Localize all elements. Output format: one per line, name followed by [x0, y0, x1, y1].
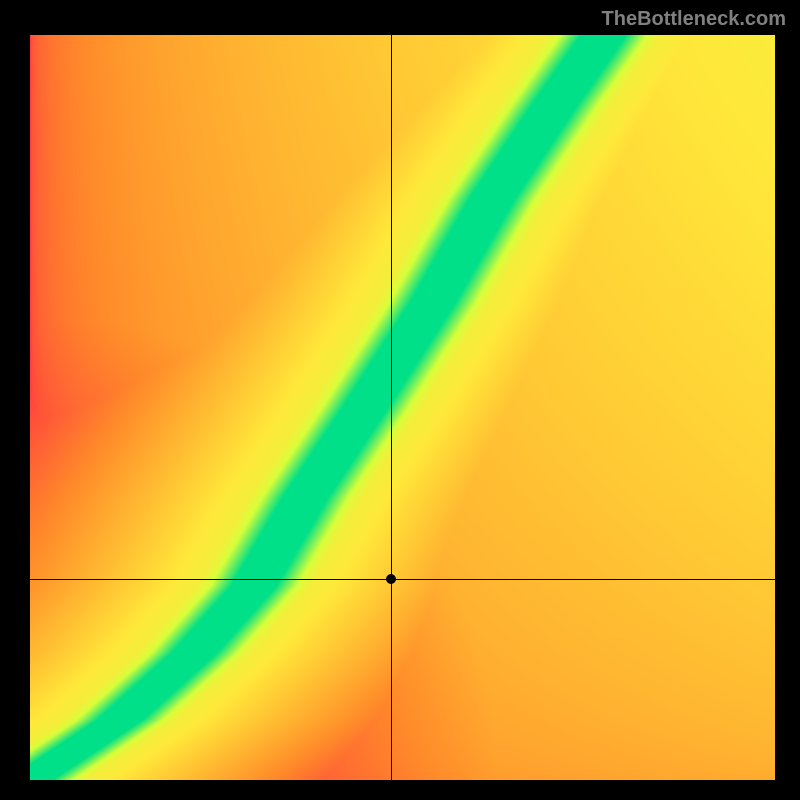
watermark-text: TheBottleneck.com: [602, 8, 786, 31]
plot-area: [30, 35, 775, 780]
crosshair-horizontal: [30, 579, 775, 580]
chart-container: TheBottleneck.com: [0, 0, 800, 800]
heatmap-canvas: [30, 35, 775, 780]
data-point-marker: [386, 574, 396, 584]
crosshair-vertical: [391, 35, 392, 780]
